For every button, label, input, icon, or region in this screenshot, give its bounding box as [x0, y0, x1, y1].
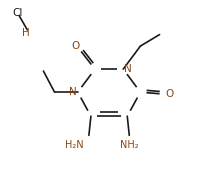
Text: O: O: [72, 41, 80, 51]
Text: H₂N: H₂N: [65, 140, 84, 150]
Text: N: N: [124, 64, 131, 74]
Text: O: O: [166, 89, 174, 99]
Text: H: H: [22, 28, 30, 38]
Text: N: N: [69, 87, 77, 97]
Text: NH₂: NH₂: [120, 140, 139, 150]
Text: Cl: Cl: [12, 8, 22, 18]
